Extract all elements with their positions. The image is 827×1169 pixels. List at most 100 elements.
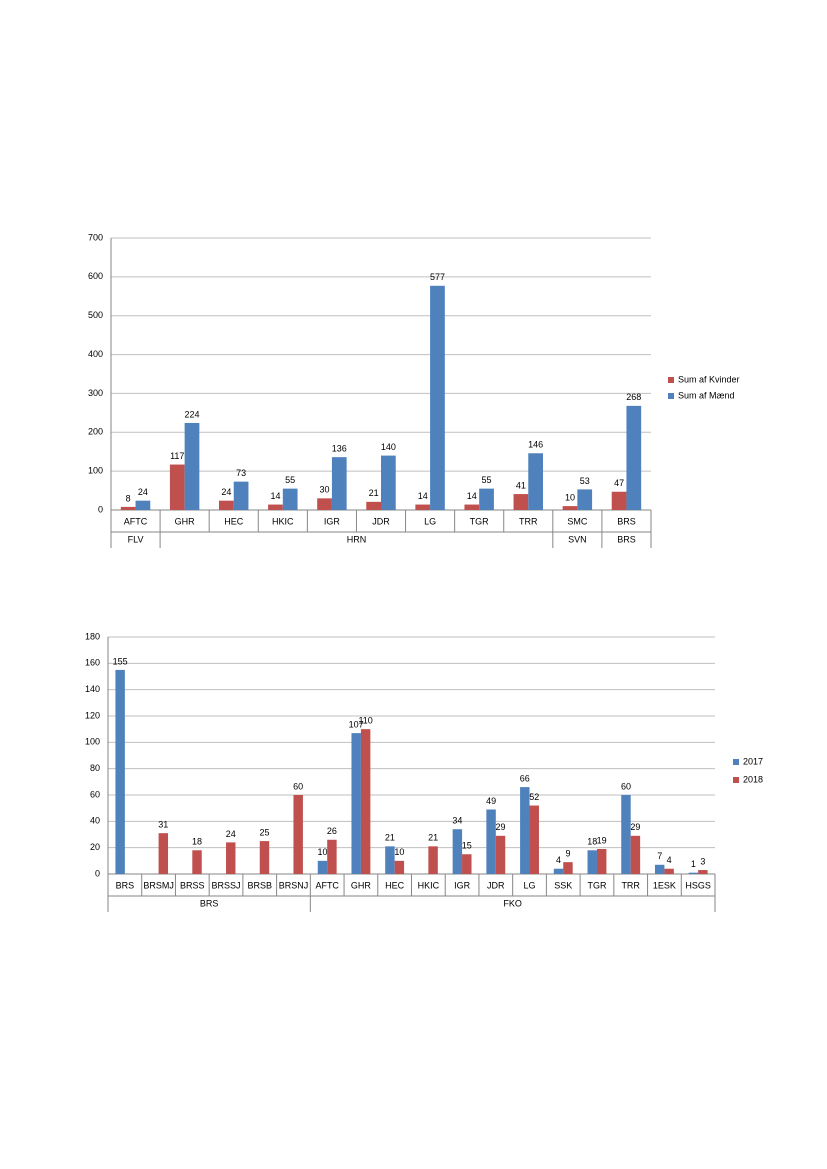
group-label: HRN	[347, 534, 367, 544]
bar	[563, 862, 573, 874]
bar	[553, 868, 564, 874]
y-tick-label: 140	[85, 684, 100, 694]
bar	[317, 498, 332, 510]
y-tick-label: 700	[88, 232, 103, 242]
value-label: 10	[317, 847, 327, 857]
value-label: 21	[385, 833, 395, 843]
value-label: 29	[496, 822, 506, 832]
bar	[698, 870, 708, 874]
value-label: 60	[293, 781, 303, 791]
value-label: 18	[192, 837, 202, 847]
bar	[169, 464, 185, 510]
value-label: 21	[428, 833, 438, 843]
value-label: 47	[614, 478, 624, 488]
value-label: 9	[565, 849, 570, 859]
legend-swatch	[668, 377, 674, 383]
value-label: 10	[565, 492, 575, 502]
x-tick-label: TRR	[519, 516, 538, 526]
legend-swatch	[733, 777, 739, 783]
value-label: 140	[381, 442, 396, 452]
value-label: 19	[597, 835, 607, 845]
bar	[452, 829, 463, 874]
bar	[327, 839, 337, 874]
x-tick-label: AFTC	[124, 516, 148, 526]
bar	[621, 795, 631, 874]
bar	[135, 500, 151, 510]
value-label: 155	[113, 656, 128, 666]
y-tick-label: 60	[90, 789, 100, 799]
x-tick-label: BRSNJ	[279, 880, 309, 890]
group-label: SVN	[568, 534, 587, 544]
y-tick-label: 100	[85, 737, 100, 747]
bar	[529, 805, 539, 874]
x-tick-label: BRSS	[180, 880, 205, 890]
y-tick-label: 100	[88, 466, 103, 476]
legend-label: Sum af Mænd	[678, 390, 735, 400]
value-label: 110	[358, 716, 372, 726]
value-label: 24	[226, 829, 236, 839]
bar	[366, 501, 381, 510]
value-label: 4	[556, 855, 561, 865]
bar	[464, 504, 480, 510]
bar	[351, 733, 361, 874]
bar	[630, 835, 641, 874]
x-tick-label: LG	[524, 880, 536, 890]
bar	[562, 506, 578, 510]
bar	[428, 846, 438, 874]
value-label: 53	[580, 476, 590, 486]
value-label: 55	[285, 475, 295, 485]
x-tick-label: JDR	[487, 880, 505, 890]
group-label: FLV	[128, 534, 144, 544]
value-label: 60	[621, 781, 631, 791]
y-tick-label: 600	[88, 271, 103, 281]
x-tick-label: JDR	[372, 516, 390, 526]
value-label: 49	[486, 796, 496, 806]
value-label: 52	[529, 792, 539, 802]
value-label: 24	[221, 487, 231, 497]
x-tick-label: BRSSJ	[212, 880, 241, 890]
bar	[259, 841, 270, 874]
value-label: 1	[691, 859, 696, 869]
value-label: 24	[138, 487, 148, 497]
y-tick-label: 0	[98, 504, 103, 514]
bar	[654, 864, 665, 874]
x-tick-label: AFTC	[315, 880, 339, 890]
bar	[282, 488, 298, 510]
value-label: 117	[170, 451, 184, 461]
bar	[120, 506, 136, 510]
value-label: 18	[587, 837, 597, 847]
bar	[184, 422, 200, 510]
value-label: 55	[482, 475, 492, 485]
bar	[233, 481, 249, 510]
legend-label: 2018	[743, 774, 763, 784]
legend-label: Sum af Kvinder	[678, 374, 740, 384]
value-label: 31	[158, 820, 168, 830]
bar	[317, 860, 328, 874]
bar	[611, 491, 627, 510]
bar	[513, 494, 529, 510]
bar	[596, 848, 607, 874]
bar	[495, 835, 506, 874]
value-label: 66	[520, 773, 530, 783]
x-tick-label: HEC	[224, 516, 244, 526]
y-tick-label: 500	[88, 310, 103, 320]
bar	[331, 457, 347, 510]
x-tick-label: BRS	[116, 880, 135, 890]
bar	[626, 405, 642, 510]
bar	[587, 850, 597, 874]
bar	[226, 842, 236, 874]
value-label: 146	[528, 440, 543, 450]
bar	[664, 868, 674, 874]
y-tick-label: 20	[90, 842, 100, 852]
value-label: 8	[126, 493, 131, 503]
y-tick-label: 160	[85, 658, 100, 668]
bar	[415, 504, 431, 510]
bar	[268, 504, 283, 510]
x-tick-label: HEC	[385, 880, 405, 890]
y-tick-label: 200	[88, 427, 103, 437]
legend-swatch	[733, 759, 739, 765]
x-tick-label: HKIC	[418, 880, 440, 890]
value-label: 14	[418, 491, 428, 501]
